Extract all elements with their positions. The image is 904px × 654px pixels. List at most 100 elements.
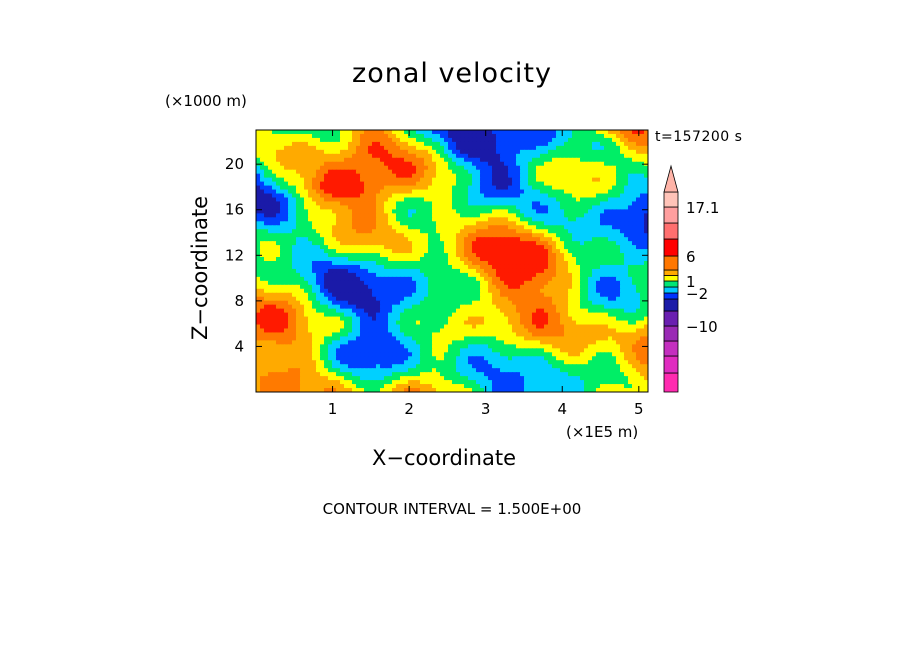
field-cell [376, 300, 381, 306]
field-cell [596, 308, 601, 314]
field-cell [332, 201, 337, 207]
field-cell [328, 145, 333, 151]
field-cell [416, 141, 421, 147]
field-cell [484, 257, 489, 262]
field-cell [496, 130, 501, 135]
field-cell [316, 133, 321, 139]
field-cell [492, 217, 497, 222]
field-cell [604, 276, 609, 282]
field-cell [564, 209, 569, 214]
field-cell [328, 161, 333, 167]
field-cell [480, 253, 485, 258]
field-cell [536, 257, 541, 262]
field-cell [444, 308, 449, 314]
field-cell [504, 173, 509, 179]
field-cell [404, 261, 409, 266]
field-cell [616, 225, 621, 230]
field-cell [540, 237, 545, 242]
field-cell [500, 141, 505, 147]
field-cell [520, 288, 525, 294]
field-cell [320, 312, 325, 318]
field-cell [556, 217, 561, 222]
field-cell [544, 197, 549, 203]
field-cell [556, 264, 561, 270]
field-cell [600, 312, 605, 318]
field-cell [404, 165, 409, 171]
field-cell [504, 233, 509, 238]
field-cell [336, 197, 341, 203]
field-cell [332, 229, 337, 234]
field-cell [564, 157, 569, 163]
field-cell [396, 304, 401, 310]
field-cell [284, 261, 289, 266]
field-cell [364, 133, 369, 139]
field-cell [472, 308, 477, 314]
field-cell [460, 169, 465, 175]
field-cell [624, 153, 629, 159]
field-cell [548, 197, 553, 203]
field-cell [268, 145, 273, 151]
field-cell [416, 304, 421, 310]
field-cell [544, 257, 549, 262]
field-cell [412, 316, 417, 322]
field-cell [408, 193, 413, 199]
field-cell [348, 316, 353, 322]
field-cell [548, 165, 553, 171]
field-cell [632, 185, 637, 191]
field-cell [400, 149, 405, 155]
field-cell [428, 205, 433, 210]
field-cell [600, 249, 605, 254]
field-cell [436, 284, 441, 290]
field-cell [636, 133, 641, 139]
field-cell [376, 209, 381, 214]
field-cell [364, 316, 369, 322]
field-cell [472, 292, 477, 298]
field-cell [400, 272, 405, 278]
field-cell [632, 153, 637, 159]
field-cell [420, 133, 425, 139]
field-cell [484, 272, 489, 278]
field-cell [600, 292, 605, 298]
field-cell [272, 300, 277, 306]
field-cell [512, 237, 517, 242]
field-cell [588, 296, 593, 302]
field-cell [576, 201, 581, 207]
field-cell [272, 320, 277, 326]
field-cell [368, 328, 373, 334]
field-cell [440, 157, 445, 163]
field-cell [620, 253, 625, 258]
field-cell [384, 316, 389, 322]
field-cell [356, 185, 361, 191]
field-cell [548, 245, 553, 250]
field-cell [556, 324, 561, 330]
field-cell [484, 201, 489, 207]
field-cell [576, 165, 581, 171]
field-cell [260, 268, 265, 274]
field-cell [320, 145, 325, 151]
field-cell [552, 288, 557, 294]
field-cell [612, 304, 617, 310]
field-cell [640, 300, 645, 306]
field-cell [604, 245, 609, 250]
field-cell [504, 249, 509, 254]
field-cell [308, 272, 313, 278]
field-cell [596, 237, 601, 242]
field-cell [528, 225, 533, 230]
field-cell [288, 225, 293, 230]
field-cell [620, 130, 625, 135]
field-cell [396, 173, 401, 179]
field-cell [468, 312, 473, 318]
field-cell [624, 137, 629, 143]
field-cell [404, 189, 409, 195]
field-cell [448, 268, 453, 274]
field-cell [396, 153, 401, 159]
field-cell [392, 229, 397, 234]
field-cell [272, 328, 277, 334]
field-cell [596, 280, 601, 286]
field-cell [568, 149, 573, 155]
field-cell [576, 233, 581, 238]
field-cell [520, 296, 525, 302]
field-cell [636, 300, 641, 306]
field-cell [468, 133, 473, 139]
field-cell [612, 130, 617, 135]
